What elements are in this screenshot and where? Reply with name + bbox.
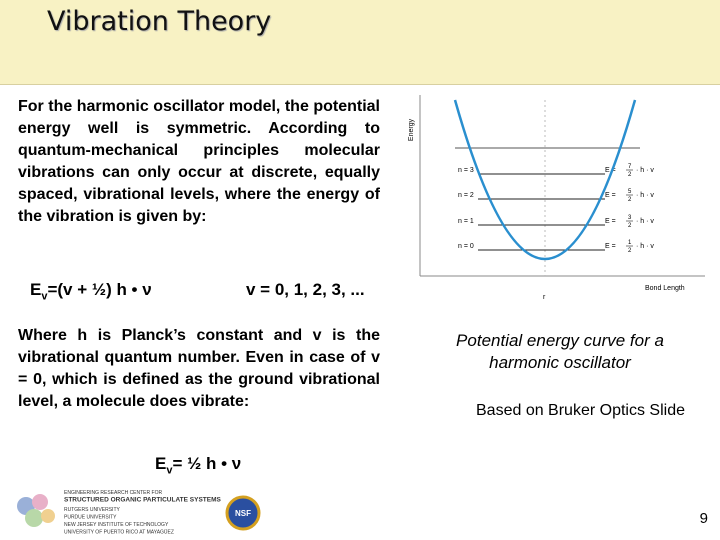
logo-line: STRUCTURED ORGANIC PARTICULATE SYSTEMS <box>64 497 222 504</box>
energy-denominator: 2 <box>628 248 632 254</box>
energy-denominator: 2 <box>628 223 632 229</box>
logo-line: UNIVERSITY OF PUERTO RICO AT MAYAGÜEZ <box>64 529 174 536</box>
energy-numerator: 1 <box>628 240 632 246</box>
energy-prefix: E = <box>605 243 616 250</box>
equation: Ev=(v + ½) h • ν <box>30 280 152 302</box>
energy-denominator: 2 <box>628 197 632 203</box>
energy-prefix: E = <box>605 167 616 174</box>
logos: ENGINEERING RESEARCH CENTER FORSTRUCTURE… <box>17 490 261 536</box>
energy-prefix: E = <box>605 192 616 199</box>
energy-denominator: 2 <box>628 172 632 178</box>
energy-suffix: · h · v <box>636 243 654 250</box>
energy-numerator: 5 <box>628 189 632 195</box>
logo-sphere <box>25 509 43 527</box>
level-label: n = 3 <box>458 167 474 174</box>
energy-numerator: 3 <box>628 215 632 221</box>
x-axis-label: Bond Length <box>645 285 685 292</box>
logo-line: RUTGERS UNIVERSITY <box>64 507 121 513</box>
energy-prefix: E = <box>605 218 616 225</box>
logo-line: NEW JERSEY INSTITUTE OF TECHNOLOGY <box>64 522 169 528</box>
equation: Ev= ½ h • ν <box>155 454 241 476</box>
level-label: n = 0 <box>458 243 474 250</box>
eq-symbol: E <box>30 280 42 299</box>
logo-text: ENGINEERING RESEARCH CENTER FORSTRUCTURE… <box>64 490 222 536</box>
levels: n = 3 E = 7 2 · h · v n = 2 E = 5 2 · h · v n = 1 E… <box>458 164 654 254</box>
title-band <box>0 0 720 85</box>
eq-subscript: v <box>41 290 48 303</box>
logo-line: PURDUE UNIVERSITY <box>64 515 117 521</box>
potential-curve <box>453 99 637 260</box>
eq-symbol: E <box>155 454 167 473</box>
nsf-text: NSF <box>235 509 251 518</box>
equation-condition: v = 0, 1, 2, 3, ... <box>246 280 365 299</box>
eq-subscript: v <box>166 464 173 477</box>
energy-numerator: 7 <box>628 164 632 170</box>
logo-sphere <box>41 509 55 523</box>
slide-title: Vibration Theory <box>47 6 272 37</box>
eq-rhs: =(v + ½) h • ν <box>47 280 152 299</box>
x-symbol: r <box>543 294 546 301</box>
paragraph: Where h is Planck’s constant and v is th… <box>18 327 380 410</box>
page-number: 9 <box>699 510 708 527</box>
nsf-badge <box>225 495 261 531</box>
energy-suffix: · h · v <box>636 167 654 174</box>
y-axis-label: Energy <box>408 118 415 141</box>
energy-suffix: · h · v <box>636 192 654 199</box>
level-label: n = 1 <box>458 218 474 225</box>
credit: Based on Bruker Optics Slide <box>476 402 685 419</box>
figure-caption: Potential energy curve for a harmonic os… <box>456 331 664 372</box>
paragraph: For the harmonic oscillator model, the p… <box>18 98 380 225</box>
energy-suffix: · h · v <box>636 218 654 225</box>
level-label: n = 2 <box>458 192 474 199</box>
logo-sphere <box>32 494 48 510</box>
logo-line: ENGINEERING RESEARCH CENTER FOR <box>64 490 162 496</box>
eq-rhs: = ½ h • ν <box>172 454 242 473</box>
